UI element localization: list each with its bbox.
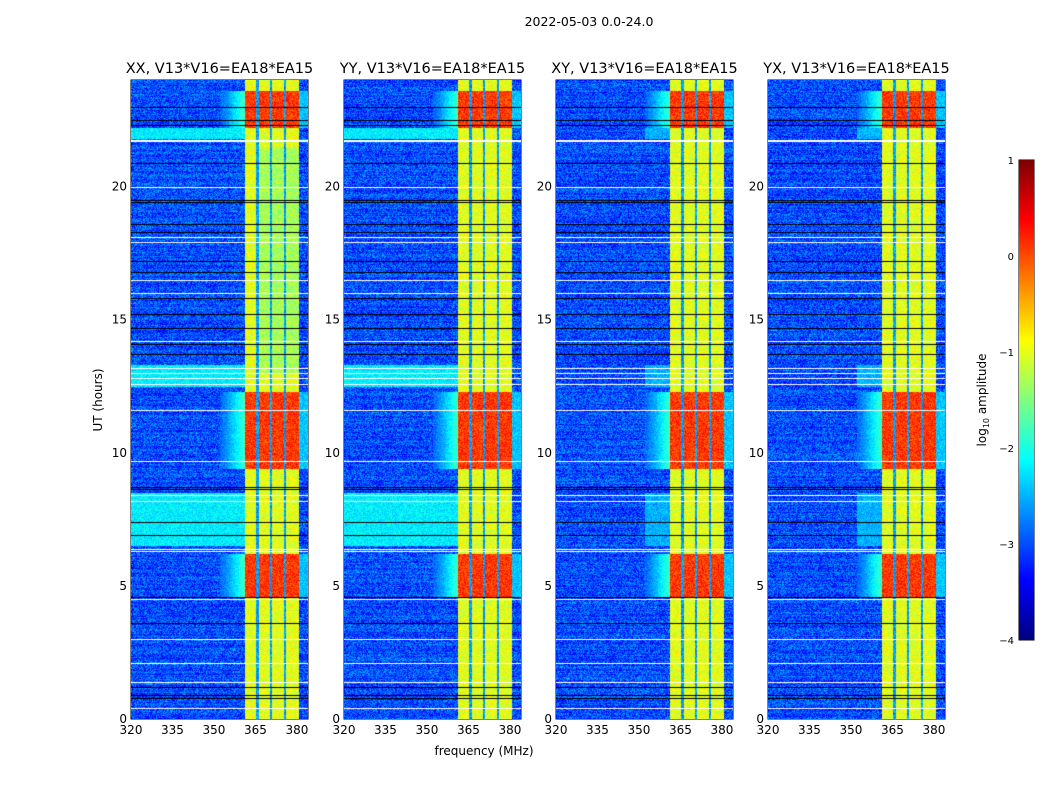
x-tick-label: 350 (203, 723, 226, 737)
x-tick-label: 380 (710, 723, 733, 737)
x-tick-label: 335 (374, 723, 397, 737)
x-tick-label: 350 (840, 723, 863, 737)
panel-xy: XY, V13*V16=EA18*EA15 320 335 350 365 380 0 5 10… (537, 61, 738, 737)
y-tick-label: 5 (119, 579, 127, 593)
colorbar (1019, 160, 1034, 640)
y-tick-label: 5 (332, 579, 340, 593)
y-tick-label: 20 (112, 180, 127, 194)
spectrogram-yy (344, 80, 521, 719)
colorbar-tick-label: 0 (1008, 252, 1014, 263)
spectrogram-xy (556, 80, 733, 719)
x-tick-label: 320 (333, 723, 356, 737)
spectrogram-xx (131, 80, 308, 719)
panel-title: XY, V13*V16=EA18*EA15 (551, 61, 737, 77)
x-tick-label: 365 (244, 723, 267, 737)
colorbar-tick-label: −4 (999, 636, 1014, 647)
y-tick-label: 15 (537, 313, 552, 327)
colorbar-tick-label: 1 (1008, 156, 1014, 167)
x-tick-label: 350 (628, 723, 651, 737)
y-tick-label: 0 (332, 712, 340, 726)
x-tick-label: 335 (586, 723, 609, 737)
y-tick-label: 20 (325, 180, 340, 194)
y-tick-label: 15 (749, 313, 764, 327)
y-tick-label: 10 (325, 446, 340, 460)
y-axis-label: UT (hours) (91, 368, 105, 431)
suptitle: 2022-05-03 0.0-24.0 (525, 14, 654, 29)
y-tick-label: 15 (325, 313, 340, 327)
panel-title: YX, V13*V16=EA18*EA15 (762, 61, 949, 77)
x-axis-label: frequency (MHz) (434, 744, 533, 758)
x-tick-label: 335 (161, 723, 184, 737)
x-tick-label: 380 (285, 723, 308, 737)
y-tick-label: 0 (544, 712, 552, 726)
panel-title: XX, V13*V16=EA18*EA15 (126, 61, 314, 77)
panel-title: YY, V13*V16=EA18*EA15 (339, 61, 525, 77)
x-tick-label: 350 (416, 723, 439, 737)
y-tick-label: 10 (537, 446, 552, 460)
x-tick-label: 320 (757, 723, 780, 737)
y-tick-label: 0 (756, 712, 764, 726)
y-tick-label: 10 (112, 446, 127, 460)
panel-yx: YX, V13*V16=EA18*EA15 320 335 350 365 380 0 5 10… (749, 61, 950, 737)
x-tick-label: 380 (498, 723, 521, 737)
y-tick-label: 15 (112, 313, 127, 327)
colorbar-label: log10 amplitude (975, 354, 991, 447)
x-tick-label: 320 (120, 723, 143, 737)
x-tick-label: 365 (669, 723, 692, 737)
colorbar-tick-label: −2 (999, 444, 1014, 455)
x-tick-label: 365 (457, 723, 480, 737)
y-tick-label: 5 (544, 579, 552, 593)
x-tick-label: 365 (881, 723, 904, 737)
x-tick-label: 320 (545, 723, 568, 737)
x-tick-label: 335 (798, 723, 821, 737)
colorbar-tick-label: −3 (999, 540, 1014, 551)
y-tick-label: 5 (756, 579, 764, 593)
x-tick-label: 380 (922, 723, 945, 737)
y-tick-label: 20 (749, 180, 764, 194)
y-tick-label: 0 (119, 712, 127, 726)
panel-xx: XX, V13*V16=EA18*EA15 320 335 350 365 380 0 5 10… (112, 61, 314, 737)
y-tick-label: 10 (749, 446, 764, 460)
y-tick-label: 20 (537, 180, 552, 194)
colorbar-tick-label: −1 (999, 348, 1014, 359)
spectrogram-yx (768, 80, 945, 719)
